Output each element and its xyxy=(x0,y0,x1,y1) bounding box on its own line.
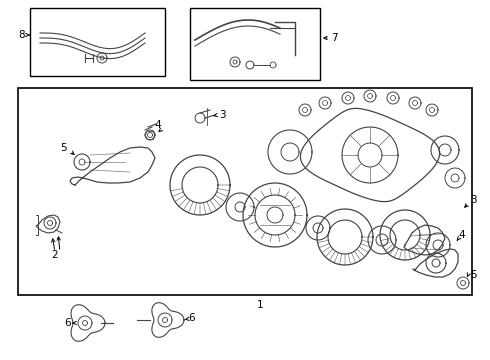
Text: 5: 5 xyxy=(60,143,66,153)
Text: 8: 8 xyxy=(19,30,25,40)
Bar xyxy=(30,8,165,76)
Text: 1: 1 xyxy=(257,300,263,310)
Text: 4: 4 xyxy=(155,120,161,130)
Text: 7: 7 xyxy=(331,33,337,43)
Text: 6: 6 xyxy=(189,313,196,323)
Text: 4: 4 xyxy=(459,230,466,240)
Text: 6: 6 xyxy=(65,318,72,328)
Bar xyxy=(18,88,472,295)
Text: 3: 3 xyxy=(470,195,476,205)
Text: 2: 2 xyxy=(51,250,58,260)
Text: 3: 3 xyxy=(219,110,225,120)
Text: 5: 5 xyxy=(470,270,476,280)
Bar xyxy=(190,8,320,80)
